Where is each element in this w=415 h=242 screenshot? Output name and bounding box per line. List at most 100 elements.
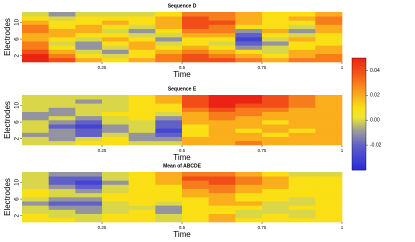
- heatmap-cell: [235, 197, 263, 202]
- colorbar-swatch: [352, 138, 366, 141]
- y-tick-label: 2: [15, 53, 21, 57]
- colorbar-swatch: [352, 72, 366, 76]
- heatmap-cell: [22, 188, 49, 194]
- heatmap-cell: [75, 180, 103, 185]
- heatmap-cell: [128, 12, 156, 17]
- heatmap-cell: [155, 41, 183, 46]
- heatmap-cell: [102, 53, 129, 59]
- heatmap-cell: [155, 201, 183, 206]
- colorbar-swatch: [352, 82, 366, 85]
- heatmap-cell: [262, 201, 289, 206]
- colorbar-tick-label: 0.02: [370, 93, 380, 99]
- heatmap-cell: [208, 28, 236, 34]
- colorbar-swatch: [352, 100, 366, 104]
- heatmap-cell: [315, 20, 343, 25]
- heatmap-cell: [155, 192, 183, 198]
- colorbar-swatch: [352, 162, 366, 165]
- heatmap-cell: [288, 140, 316, 146]
- heatmap-cell: [208, 197, 236, 202]
- heatmap-cell: [102, 49, 129, 54]
- heatmap-cell: [208, 53, 236, 59]
- heatmap-cell: [102, 132, 129, 137]
- heatmap-cell: [288, 20, 316, 25]
- heatmap-cell: [75, 188, 103, 194]
- colorbar-swatch: [352, 119, 366, 122]
- heatmap-cell: [315, 53, 343, 59]
- heatmap-cell: [262, 57, 289, 63]
- heatmap-cell: [235, 217, 263, 223]
- heatmap-cell: [235, 132, 263, 137]
- heatmap-cell: [75, 37, 103, 42]
- y-axis-label: Electrodes: [3, 101, 12, 139]
- heatmap-cell: [262, 136, 289, 142]
- heatmap-cell: [288, 197, 316, 202]
- heatmap-cell: [182, 217, 209, 223]
- heatmap-cell: [22, 95, 49, 100]
- colorbar-swatch: [352, 125, 366, 128]
- y-tick-label: 10: [15, 18, 21, 25]
- heatmap-cell: [235, 49, 263, 54]
- heatmap-cell: [315, 115, 343, 121]
- heatmap-cell: [208, 180, 236, 185]
- colorbar-swatch: [352, 136, 366, 139]
- heatmap-cell: [155, 140, 183, 146]
- heatmap-cell: [288, 53, 316, 59]
- heatmap-cell: [48, 192, 76, 198]
- heatmap-cell: [208, 57, 236, 63]
- heatmap-cell: [75, 132, 103, 137]
- heatmap-cell: [48, 20, 76, 25]
- colorbar-swatch: [352, 123, 366, 126]
- heatmap-cell: [22, 107, 49, 112]
- x-tick-label: 0.5: [179, 148, 186, 153]
- heatmap-cell: [288, 99, 316, 104]
- heatmap-cell: [48, 209, 76, 214]
- heatmap-cell: [182, 184, 209, 189]
- heatmap-cell: [288, 188, 316, 194]
- heatmap-cell: [262, 213, 289, 219]
- heatmap-cell: [102, 95, 129, 100]
- colorbar-swatch: [352, 76, 366, 79]
- colorbar-swatch: [352, 89, 366, 92]
- colorbar-swatch: [352, 65, 366, 68]
- heatmap-cell: [262, 184, 289, 189]
- heatmap-cell: [128, 209, 156, 214]
- heatmap-cell: [102, 20, 129, 25]
- heatmap-cell: [315, 136, 343, 142]
- heatmap-cell: [155, 124, 183, 129]
- heatmap-cell: [182, 140, 209, 146]
- heatmap-cell: [235, 107, 263, 112]
- heatmap-cell: [128, 95, 156, 100]
- heatmap-cell: [48, 95, 76, 100]
- heatmap-cell: [262, 188, 289, 194]
- heatmap-cell: [208, 205, 236, 210]
- heatmap-cell: [128, 99, 156, 104]
- heatmap-cell: [75, 12, 103, 17]
- heatmap-cell: [288, 32, 316, 38]
- heatmap-cell: [235, 209, 263, 214]
- heatmap-cell: [182, 192, 209, 198]
- heatmap-cell: [288, 120, 316, 125]
- heatmap-cell: [208, 99, 236, 104]
- heatmap-cell: [235, 176, 263, 181]
- heatmap-cell: [102, 111, 129, 117]
- heatmap-cell: [288, 57, 316, 63]
- heatmap-cell: [208, 115, 236, 121]
- heatmap-cell: [128, 115, 156, 121]
- heatmap-cell: [262, 103, 289, 108]
- heatmap-cell: [22, 176, 49, 181]
- heatmap-cell: [155, 103, 183, 108]
- heatmap-cell: [182, 188, 209, 194]
- heatmap-cell: [22, 49, 49, 54]
- heatmap-cell: [262, 95, 289, 100]
- heatmap-cell: [262, 128, 289, 133]
- heatmap-cell: [22, 103, 49, 108]
- heatmap-cell: [262, 20, 289, 25]
- heatmap-cell: [75, 53, 103, 59]
- heatmap-cell: [208, 176, 236, 181]
- heatmap-cell: [75, 209, 103, 214]
- heatmap-cell: [262, 180, 289, 185]
- heatmap-cell: [75, 111, 103, 117]
- heatmap-cell: [155, 107, 183, 112]
- y-axis-label: Electrodes: [3, 178, 12, 216]
- heatmap-cell: [262, 205, 289, 210]
